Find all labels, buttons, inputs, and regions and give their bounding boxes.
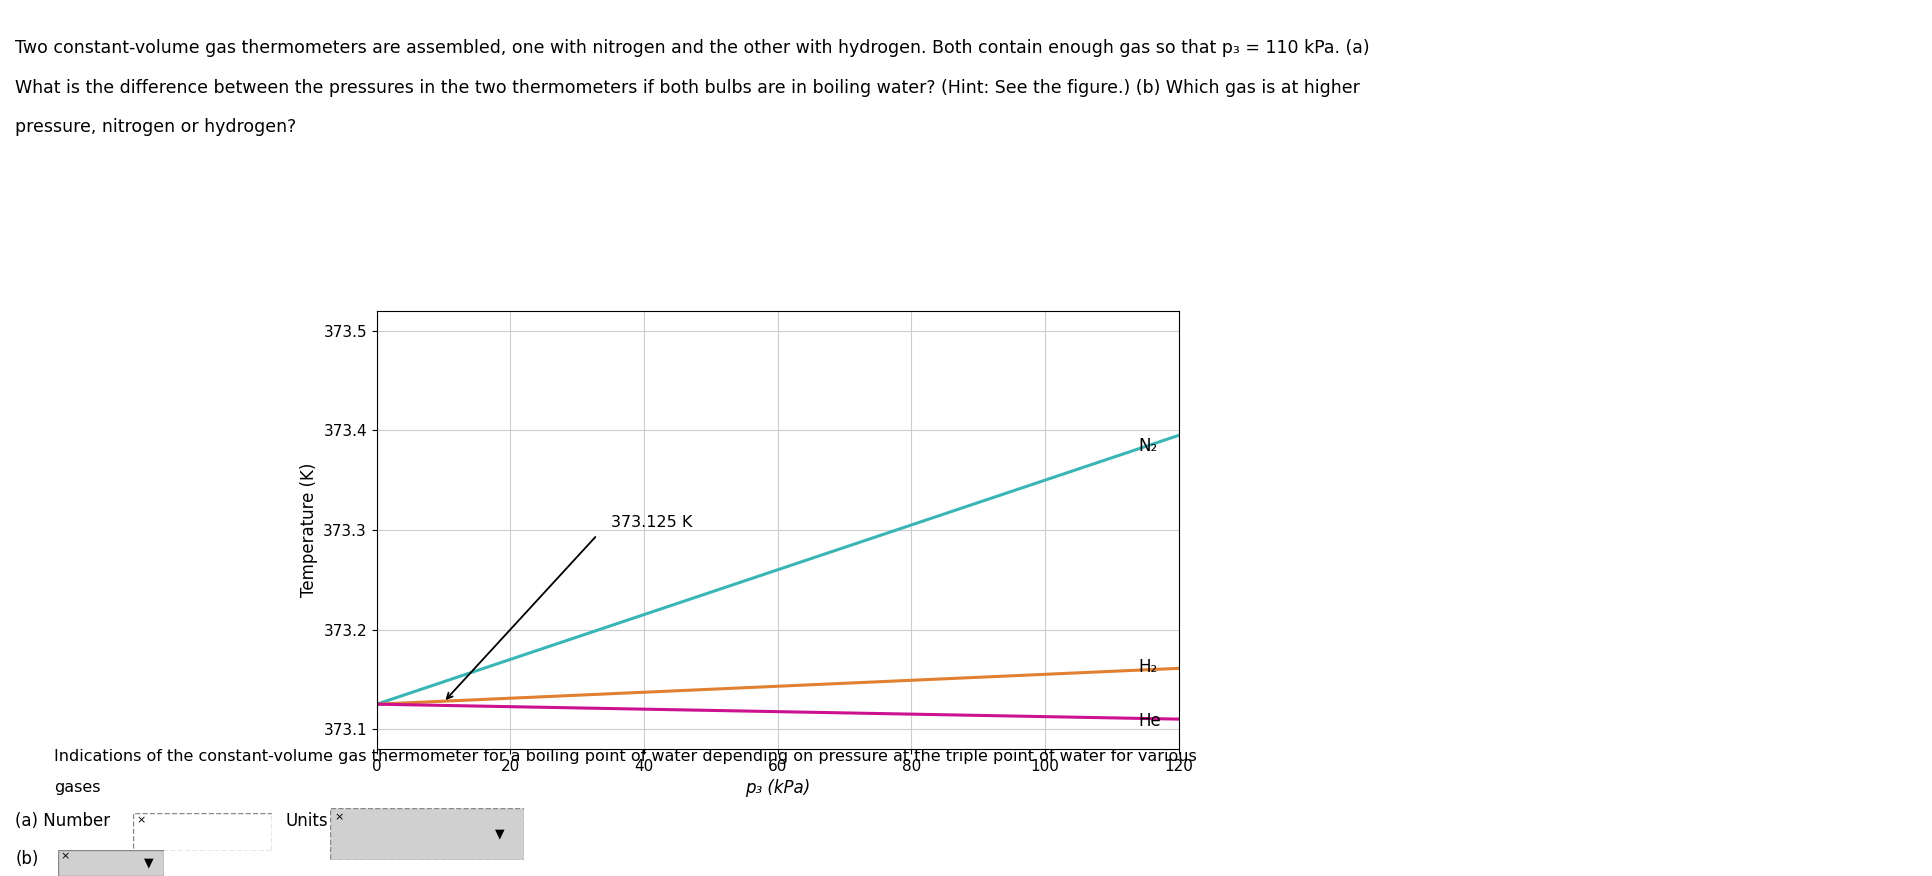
- Text: 373.125 K: 373.125 K: [611, 515, 692, 530]
- Text: H₂: H₂: [1138, 659, 1157, 676]
- Text: gases: gases: [54, 780, 100, 795]
- Text: What is the difference between the pressures in the two thermometers if both bul: What is the difference between the press…: [15, 79, 1360, 97]
- Text: ×: ×: [334, 812, 344, 822]
- Text: Units: Units: [286, 812, 328, 830]
- Text: ▼: ▼: [495, 828, 504, 840]
- Text: ×: ×: [60, 851, 70, 861]
- Text: ▼: ▼: [145, 857, 155, 869]
- Y-axis label: Temperature (K): Temperature (K): [299, 463, 317, 597]
- Text: He: He: [1138, 712, 1161, 731]
- Text: N₂: N₂: [1138, 437, 1157, 456]
- Text: pressure, nitrogen or hydrogen?: pressure, nitrogen or hydrogen?: [15, 118, 298, 137]
- Text: Indications of the constant-volume gas thermometer for a boiling point of water : Indications of the constant-volume gas t…: [54, 749, 1196, 764]
- Text: ×: ×: [135, 815, 145, 825]
- Text: Two constant-volume gas thermometers are assembled, one with nitrogen and the ot: Two constant-volume gas thermometers are…: [15, 39, 1370, 58]
- Text: (a) Number: (a) Number: [15, 812, 110, 830]
- X-axis label: p₃ (kPa): p₃ (kPa): [746, 780, 810, 797]
- Text: (b): (b): [15, 850, 39, 868]
